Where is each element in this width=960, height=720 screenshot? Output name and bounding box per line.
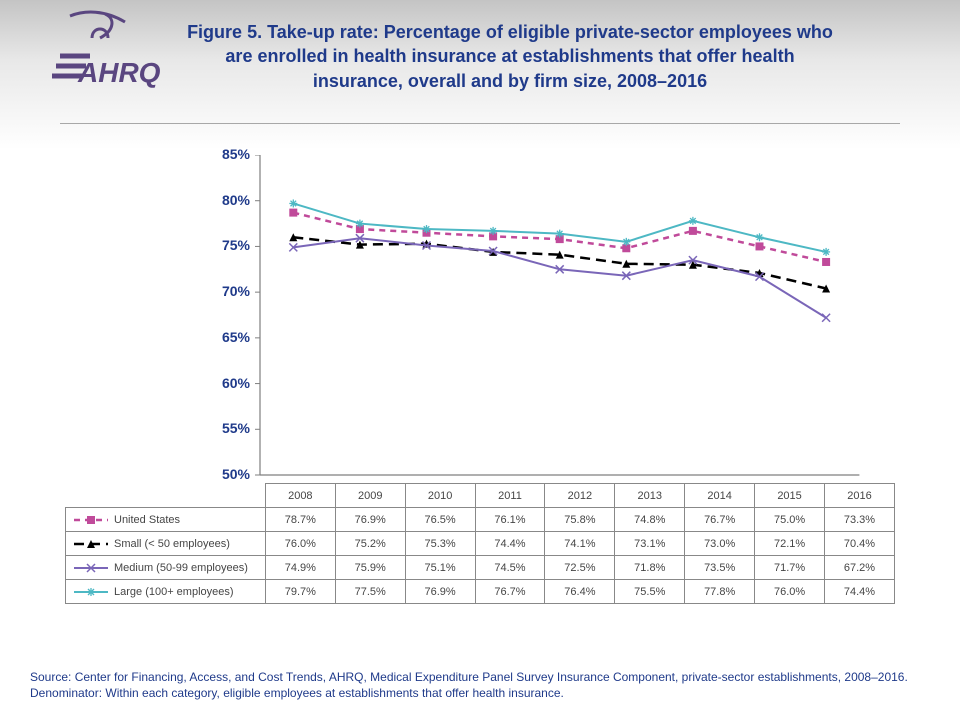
divider — [60, 123, 900, 124]
data-cell: 71.7% — [755, 556, 825, 580]
data-cell: 76.1% — [475, 508, 545, 532]
series-line — [293, 238, 826, 318]
data-table: 200820092010201120122013201420152016 Unit… — [65, 483, 895, 604]
y-tick-label: 60% — [210, 375, 250, 391]
data-cell: 76.9% — [405, 580, 475, 604]
data-cell: 72.5% — [545, 556, 615, 580]
data-cell: 70.4% — [825, 532, 895, 556]
data-cell: 77.5% — [335, 580, 405, 604]
year-header: 2011 — [475, 484, 545, 508]
data-cell: 75.8% — [545, 508, 615, 532]
series-line — [293, 237, 826, 288]
data-cell: 74.5% — [475, 556, 545, 580]
denominator-text: Denominator: Within each category, eligi… — [30, 686, 564, 700]
data-cell: 76.7% — [475, 580, 545, 604]
data-cell: 74.9% — [265, 556, 335, 580]
data-cell: 78.7% — [265, 508, 335, 532]
y-tick-label: 65% — [210, 329, 250, 345]
figure-title: Figure 5. Take-up rate: Percentage of el… — [180, 20, 840, 93]
data-cell: 73.0% — [685, 532, 755, 556]
line-chart — [65, 155, 861, 479]
data-cell: 74.4% — [475, 532, 545, 556]
data-cell: 75.0% — [755, 508, 825, 532]
year-header: 2014 — [685, 484, 755, 508]
data-cell: 79.7% — [265, 580, 335, 604]
data-cell: 74.1% — [545, 532, 615, 556]
source-text: Source: Center for Financing, Access, an… — [30, 670, 908, 684]
data-cell: 74.4% — [825, 580, 895, 604]
series-label: Large (100+ employees) — [66, 580, 266, 604]
year-header: 2010 — [405, 484, 475, 508]
year-header: 2015 — [755, 484, 825, 508]
data-cell: 76.7% — [685, 508, 755, 532]
data-cell: 75.1% — [405, 556, 475, 580]
data-cell: 76.0% — [755, 580, 825, 604]
series-label: Medium (50-99 employees) — [66, 556, 266, 580]
source-note: Source: Center for Financing, Access, an… — [30, 670, 930, 701]
data-cell: 76.9% — [335, 508, 405, 532]
year-header: 2016 — [825, 484, 895, 508]
data-cell: 71.8% — [615, 556, 685, 580]
series-label: United States — [66, 508, 266, 532]
y-tick-label: 85% — [210, 146, 250, 162]
y-tick-label: 80% — [210, 192, 250, 208]
series-label: Small (< 50 employees) — [66, 532, 266, 556]
chart-container: 50%55%60%65%70%75%80%85% 200820092010201… — [65, 155, 895, 604]
data-cell: 72.1% — [755, 532, 825, 556]
year-header: 2009 — [335, 484, 405, 508]
data-cell: 77.8% — [685, 580, 755, 604]
y-tick-label: 70% — [210, 283, 250, 299]
data-cell: 75.5% — [615, 580, 685, 604]
y-tick-label: 75% — [210, 237, 250, 253]
data-cell: 73.1% — [615, 532, 685, 556]
y-tick-label: 50% — [210, 466, 250, 482]
data-cell: 76.5% — [405, 508, 475, 532]
year-header: 2012 — [545, 484, 615, 508]
ahrq-logo: AHRQ — [30, 8, 170, 98]
data-cell: 67.2% — [825, 556, 895, 580]
data-cell: 74.8% — [615, 508, 685, 532]
data-cell: 76.4% — [545, 580, 615, 604]
year-header: 2008 — [265, 484, 335, 508]
data-cell: 76.0% — [265, 532, 335, 556]
data-cell: 75.9% — [335, 556, 405, 580]
data-cell: 75.3% — [405, 532, 475, 556]
logo-text: AHRQ — [77, 57, 161, 88]
data-cell: 73.5% — [685, 556, 755, 580]
data-cell: 73.3% — [825, 508, 895, 532]
data-cell: 75.2% — [335, 532, 405, 556]
year-header: 2013 — [615, 484, 685, 508]
y-tick-label: 55% — [210, 420, 250, 436]
